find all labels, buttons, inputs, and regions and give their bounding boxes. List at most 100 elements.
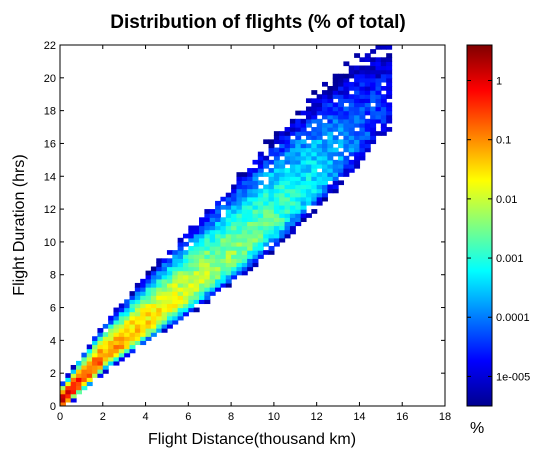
heatmap-cell	[295, 110, 302, 116]
heatmap-cell	[252, 258, 259, 264]
heatmap-cell	[322, 172, 328, 177]
heatmap-cell	[215, 274, 222, 280]
heatmap-cell	[241, 237, 248, 243]
heatmap-cell	[102, 323, 109, 329]
heatmap-cell	[129, 311, 136, 317]
heatmap-cell	[300, 118, 307, 124]
heatmap-cell	[289, 213, 296, 218]
heatmap-cell	[166, 287, 173, 292]
heatmap-cell	[343, 73, 350, 79]
heatmap-cell	[161, 303, 168, 309]
heatmap-cell	[140, 328, 147, 333]
heatmap-cell	[332, 188, 339, 194]
heatmap-cell	[327, 184, 334, 190]
heatmap-cell	[86, 344, 93, 350]
heatmap-cell	[177, 266, 184, 272]
heatmap-cell	[300, 168, 307, 173]
heatmap-cell	[284, 221, 291, 227]
heatmap-cell	[193, 233, 200, 239]
heatmap-cell	[300, 180, 307, 186]
heatmap-cell	[359, 143, 366, 149]
heatmap-cell	[284, 127, 291, 132]
heatmap-cell	[257, 159, 264, 165]
heatmap-cell	[102, 369, 109, 374]
heatmap-cell	[60, 385, 66, 391]
heatmap-cell	[327, 135, 334, 140]
heatmap-cell	[289, 225, 296, 231]
heatmap-cell	[305, 135, 312, 140]
heatmap-cell	[231, 225, 238, 231]
heatmap-cell	[215, 221, 222, 227]
heatmap-cell	[225, 246, 232, 251]
heatmap-cell	[263, 192, 270, 198]
heatmap-cell	[177, 258, 184, 264]
heatmap-cell	[332, 147, 339, 153]
heatmap-cell	[268, 168, 275, 173]
heatmap-cell	[359, 77, 366, 83]
heatmap-cell	[204, 287, 211, 292]
heatmap-cell	[236, 258, 243, 264]
heatmap-cell	[193, 282, 200, 288]
heatmap-cell	[327, 122, 334, 128]
heatmap-cell	[348, 94, 355, 99]
heatmap-cell	[231, 184, 238, 190]
heatmap-cell	[241, 196, 248, 202]
heatmap-cell	[150, 266, 157, 272]
heatmap-cell	[289, 176, 296, 181]
heatmap-cell	[322, 168, 328, 173]
heatmap-cell	[145, 299, 152, 305]
heatmap-cell	[247, 225, 254, 231]
heatmap-cell	[231, 270, 238, 276]
heatmap-cell	[257, 233, 264, 239]
heatmap-cell	[348, 159, 355, 165]
heatmap-cell	[359, 151, 366, 157]
heatmap-cell	[172, 291, 179, 296]
heatmap-cell	[273, 217, 280, 222]
heatmap-cell	[177, 299, 184, 305]
heatmap-cell	[204, 246, 211, 251]
heatmap-cell	[359, 122, 366, 128]
heatmap-cell	[172, 270, 179, 276]
heatmap-cell	[188, 307, 195, 313]
heatmap-cell	[284, 188, 291, 194]
heatmap-cell	[380, 69, 387, 75]
heatmap-cell	[273, 200, 280, 206]
heatmap-cell	[76, 373, 82, 378]
heatmap-cell	[97, 332, 104, 337]
heatmap-cell	[247, 180, 254, 186]
heatmap-cell	[150, 274, 157, 280]
heatmap-cell	[380, 106, 387, 112]
heatmap-cell	[295, 118, 302, 124]
heatmap-cell	[209, 237, 216, 243]
heatmap-cell	[327, 172, 334, 177]
heatmap-cell	[177, 237, 184, 243]
y-axis-label: Flight Duration (hrs)	[11, 154, 28, 295]
heatmap-cell	[161, 274, 168, 280]
heatmap-cell	[316, 196, 323, 202]
heatmap-cell	[359, 118, 366, 124]
heatmap-cell	[305, 155, 312, 161]
heatmap-cell	[354, 90, 361, 95]
heatmap-cell	[247, 192, 254, 198]
heatmap-cell	[300, 196, 307, 202]
heatmap-cell	[338, 81, 345, 87]
heatmap-cell	[322, 196, 328, 202]
heatmap-cell	[113, 352, 120, 358]
heatmap-cell	[332, 86, 339, 91]
heatmap-cell	[199, 250, 205, 255]
heatmap-cell	[86, 373, 93, 378]
heatmap-cell	[145, 274, 152, 280]
heatmap-cell	[215, 229, 222, 235]
heatmap-cell	[359, 106, 366, 112]
heatmap-cell	[322, 127, 328, 132]
heatmap-cell	[209, 287, 216, 292]
heatmap-cell	[327, 90, 334, 95]
heatmap-cell	[284, 147, 291, 153]
heatmap-cell	[166, 319, 173, 325]
heatmap-cell	[268, 147, 275, 153]
heatmap-cell	[182, 250, 189, 255]
heatmap-cell	[316, 200, 323, 206]
colorbar-ticks: 1 0.1 0.01 0.001 0.0001 1e-005	[467, 76, 530, 383]
heatmap-cell	[300, 188, 307, 194]
heatmap-cell	[225, 278, 232, 284]
